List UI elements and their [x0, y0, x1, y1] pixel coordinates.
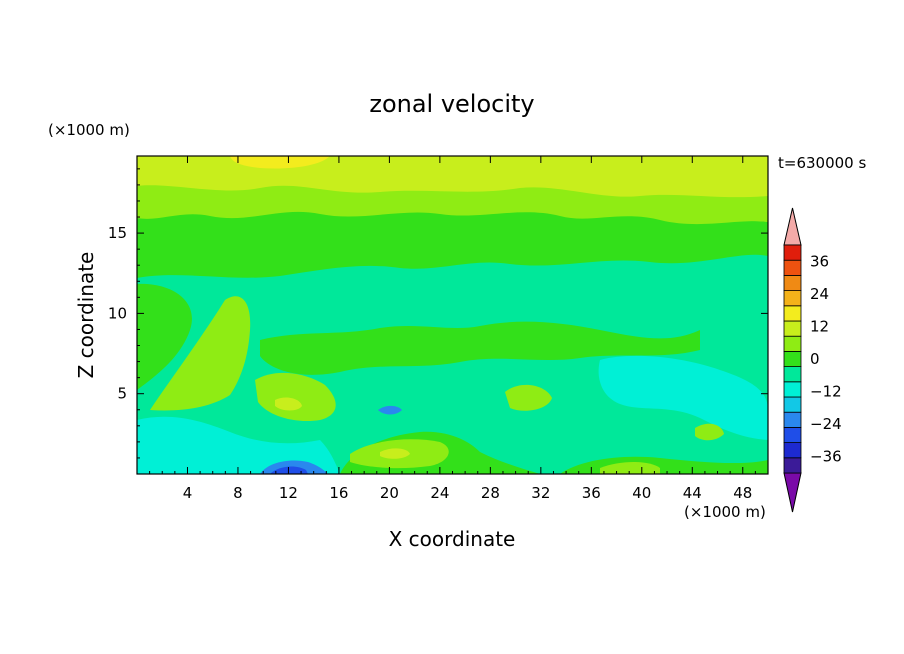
x-axis-ticks: 4 8 12 16 20 24 28 32 36 40 44 48: [149, 156, 756, 502]
colorbar-box: [783, 442, 802, 459]
x-tick-label: 48: [733, 484, 752, 502]
colorbar-tick-label: 36: [810, 252, 829, 270]
x-tick-label: 40: [632, 484, 651, 502]
y-unit-label: (×1000 m): [48, 121, 130, 139]
x-tick-label: 24: [430, 484, 449, 502]
x-tick-label: 8: [233, 484, 243, 502]
time-label: t=630000 s: [778, 154, 866, 172]
contour-darkblue-bottom: [270, 466, 308, 474]
x-tick-label: 20: [380, 484, 399, 502]
contour-band-top: [137, 185, 768, 225]
colorbar-box: [783, 396, 802, 413]
plot-area: [137, 156, 768, 474]
colorbar-tick-label: 0: [810, 350, 820, 368]
colorbar-box: [783, 244, 802, 261]
colorbar-box: [783, 426, 802, 443]
contour-green-island: [260, 321, 700, 375]
contour-plume-center: [255, 372, 336, 422]
x-tick-label: 28: [481, 484, 500, 502]
y-tick-label: 10: [108, 304, 127, 322]
x-tick-label: 44: [683, 484, 702, 502]
x-tick-label: 36: [582, 484, 601, 502]
colorbar-tick-label: −36: [810, 448, 842, 466]
colorbar-box: [783, 305, 802, 322]
contour-cyan-right: [598, 355, 768, 440]
colorbar: 36 24 12 0 −12 −24 −36: [783, 207, 842, 513]
colorbar-tick-label: 24: [810, 285, 829, 303]
colorbar-box: [783, 457, 802, 474]
y-axis-ticks: 5 10 15: [108, 168, 768, 459]
contour-yellow-spot-1: [275, 397, 302, 411]
colorbar-bottom-triangle: [783, 472, 802, 513]
colorbar-box: [783, 259, 802, 276]
x-unit-label: (×1000 m): [684, 503, 766, 521]
colorbar-tick-label: −24: [810, 415, 842, 433]
colorbar-tick-label: −12: [810, 383, 842, 401]
contour-blob-3: [505, 384, 552, 411]
colorbar-box: [783, 335, 802, 352]
contour-cyan-lower: [137, 416, 340, 474]
y-tick-label: 15: [108, 224, 127, 242]
contour-plume-left: [150, 296, 251, 411]
y-axis-label: Z coordinate: [74, 252, 98, 379]
x-axis-label: X coordinate: [389, 527, 516, 551]
chart-title: zonal velocity: [369, 90, 534, 118]
contour-yellow-spot-2: [380, 448, 410, 459]
colorbar-box: [783, 381, 802, 398]
contour-blob-6: [600, 462, 660, 474]
x-tick-label: 16: [329, 484, 348, 502]
colorbar-tick-label: 12: [810, 317, 829, 335]
colorbar-box: [783, 320, 802, 337]
y-tick-label: 5: [117, 385, 127, 403]
colorbar-box: [783, 366, 802, 383]
contour-yellow-top: [230, 156, 330, 169]
colorbar-box: [783, 411, 802, 428]
contour-blue-spot: [378, 405, 402, 415]
x-tick-label: 32: [531, 484, 550, 502]
x-tick-label: 4: [183, 484, 193, 502]
contour-green-patch-mid: [137, 283, 192, 390]
colorbar-box: [783, 274, 802, 291]
x-tick-label: 12: [279, 484, 298, 502]
colorbar-box: [783, 350, 802, 367]
contour-blob-4: [695, 423, 724, 441]
colorbar-top-triangle: [783, 207, 802, 246]
colorbar-box: [783, 290, 802, 307]
